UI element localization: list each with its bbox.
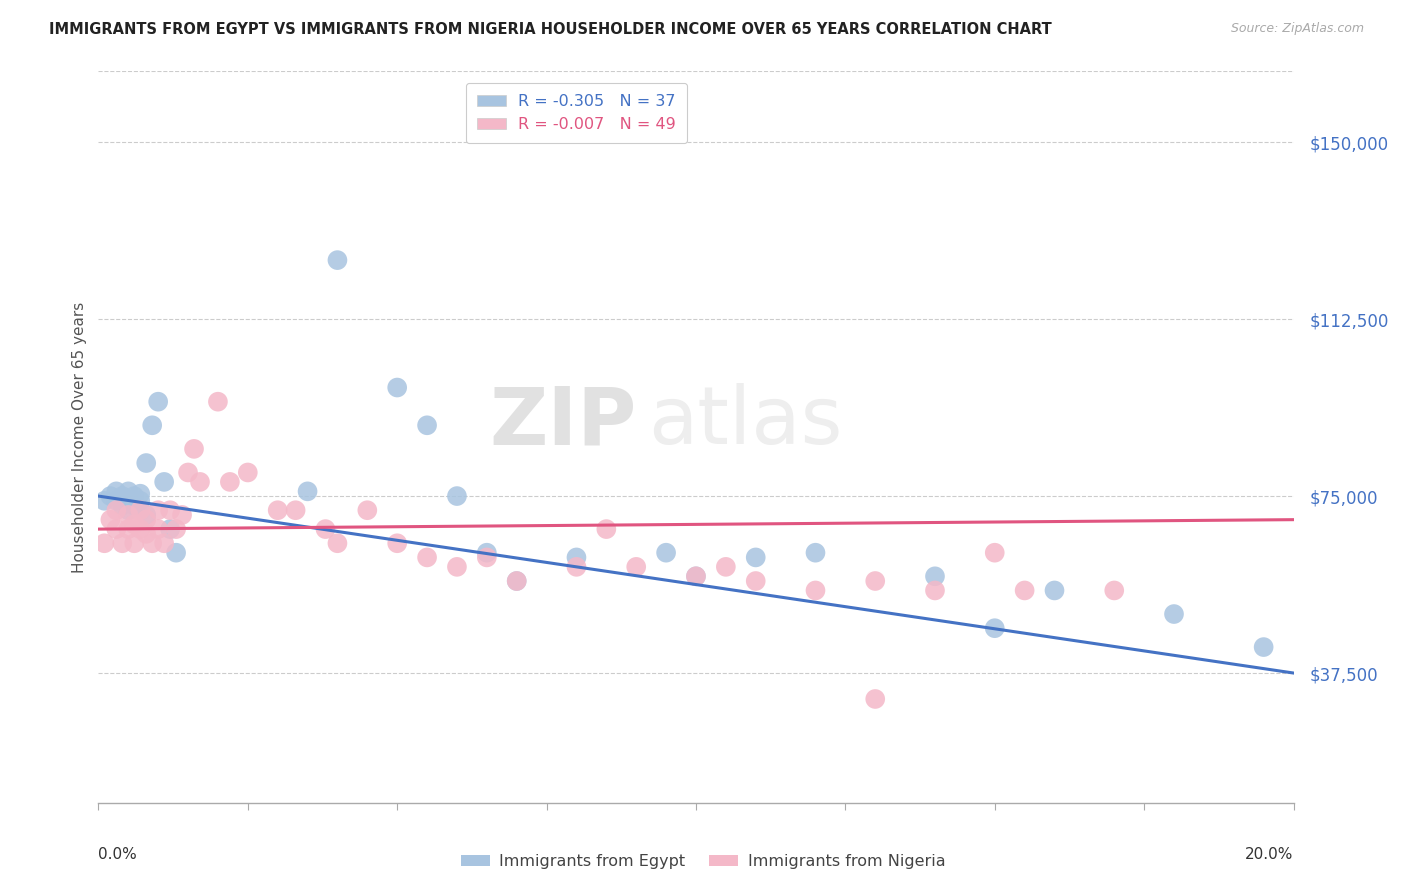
Point [326, 536, 349, 550]
Point [655, 546, 678, 560]
Point [135, 526, 157, 541]
Point [124, 536, 146, 550]
Point [1043, 583, 1066, 598]
Point [506, 574, 529, 588]
Point [804, 583, 827, 598]
Point [984, 546, 1007, 560]
Point [111, 499, 134, 513]
Point [626, 559, 648, 574]
Point [117, 508, 139, 522]
Point [135, 513, 157, 527]
Point [984, 621, 1007, 635]
Point [297, 484, 319, 499]
Text: IMMIGRANTS FROM EGYPT VS IMMIGRANTS FROM NIGERIA HOUSEHOLDER INCOME OVER 65 YEAR: IMMIGRANTS FROM EGYPT VS IMMIGRANTS FROM… [49, 22, 1052, 37]
Point [124, 517, 146, 532]
Point [267, 503, 290, 517]
Point [1014, 583, 1036, 598]
Point [1104, 583, 1126, 598]
Point [865, 692, 887, 706]
Point [475, 546, 498, 560]
Point [804, 546, 827, 560]
Point [475, 550, 498, 565]
Point [105, 503, 128, 517]
Point [385, 380, 409, 394]
Point [385, 536, 409, 550]
Point [1253, 640, 1275, 654]
Text: ZIP: ZIP [489, 384, 637, 461]
Point [183, 442, 205, 456]
Legend: Immigrants from Egypt, Immigrants from Nigeria: Immigrants from Egypt, Immigrants from N… [454, 847, 952, 875]
Point [714, 559, 737, 574]
Point [165, 522, 187, 536]
Point [188, 475, 211, 489]
Point [165, 546, 187, 560]
Point [565, 550, 588, 565]
Point [416, 550, 439, 565]
Point [315, 522, 337, 536]
Point [159, 522, 181, 536]
Text: 20.0%: 20.0% [1246, 847, 1294, 862]
Point [129, 486, 152, 500]
Point [148, 522, 170, 536]
Point [105, 493, 128, 508]
Point [135, 508, 157, 522]
Point [356, 503, 378, 517]
Point [98, 513, 122, 527]
Point [924, 569, 946, 583]
Point [172, 508, 194, 522]
Point [153, 475, 176, 489]
Point [745, 574, 768, 588]
Point [105, 522, 128, 536]
Text: 0.0%: 0.0% [98, 847, 138, 862]
Point [93, 536, 115, 550]
Point [177, 466, 200, 480]
Point [506, 574, 529, 588]
Point [1163, 607, 1185, 621]
Y-axis label: Householder Income Over 65 years: Householder Income Over 65 years [72, 301, 87, 573]
Point [284, 503, 307, 517]
Point [865, 574, 887, 588]
Point [219, 475, 242, 489]
Text: atlas: atlas [648, 384, 842, 461]
Point [236, 466, 259, 480]
Point [148, 503, 170, 517]
Text: Source: ZipAtlas.com: Source: ZipAtlas.com [1230, 22, 1364, 36]
Point [105, 484, 128, 499]
Point [98, 489, 122, 503]
Legend: R = -0.305   N = 37, R = -0.007   N = 49: R = -0.305 N = 37, R = -0.007 N = 49 [465, 83, 688, 144]
Point [153, 536, 176, 550]
Point [111, 489, 134, 503]
Point [207, 394, 229, 409]
Point [159, 503, 181, 517]
Point [135, 456, 157, 470]
Point [924, 583, 946, 598]
Point [745, 550, 768, 565]
Point [565, 559, 588, 574]
Point [129, 503, 152, 517]
Point [595, 522, 617, 536]
Point [416, 418, 439, 433]
Point [117, 484, 139, 499]
Point [117, 522, 139, 536]
Point [129, 522, 152, 536]
Point [685, 569, 707, 583]
Point [117, 493, 139, 508]
Point [124, 489, 146, 503]
Point [93, 493, 115, 508]
Point [148, 394, 170, 409]
Point [117, 503, 139, 517]
Point [111, 536, 134, 550]
Point [141, 536, 163, 550]
Point [446, 559, 468, 574]
Point [124, 499, 146, 513]
Point [326, 253, 349, 268]
Point [141, 418, 163, 433]
Point [446, 489, 468, 503]
Point [685, 569, 707, 583]
Point [129, 493, 152, 508]
